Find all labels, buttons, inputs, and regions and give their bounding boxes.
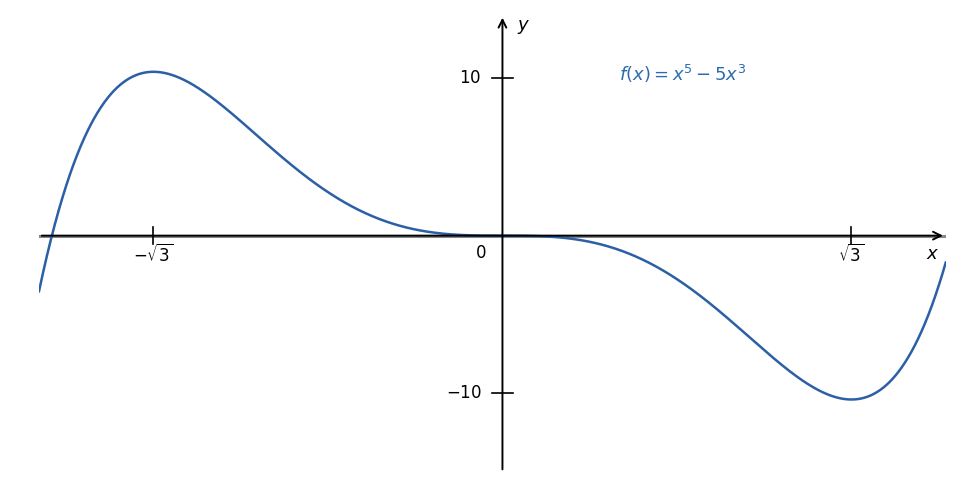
Text: $f(x) = x^5 - 5x^3$: $f(x) = x^5 - 5x^3$	[619, 63, 747, 85]
Text: $10$: $10$	[459, 69, 482, 87]
Text: $-\sqrt{3}$: $-\sqrt{3}$	[134, 245, 174, 266]
Text: $\sqrt{3}$: $\sqrt{3}$	[838, 245, 865, 266]
Text: $y$: $y$	[517, 18, 529, 36]
Text: $0$: $0$	[475, 245, 487, 262]
Text: $-10$: $-10$	[446, 384, 482, 402]
Text: $x$: $x$	[926, 245, 940, 263]
